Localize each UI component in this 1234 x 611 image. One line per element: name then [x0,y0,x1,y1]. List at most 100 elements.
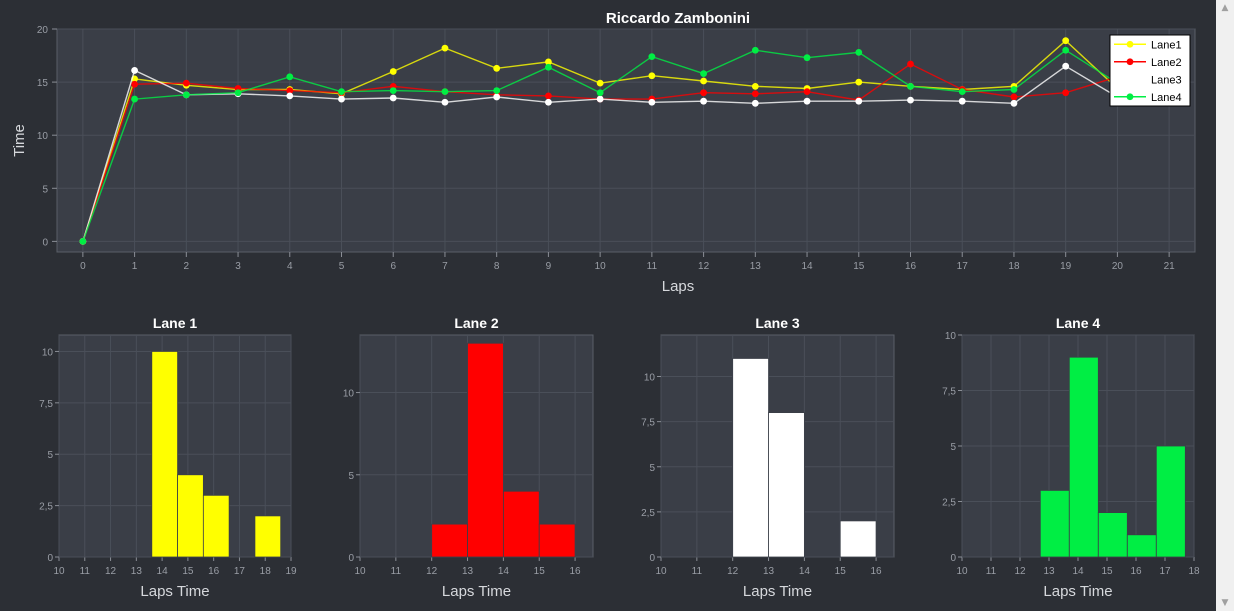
histogram-bar [177,474,204,558]
histogram-title: Lane 1 [153,315,198,331]
data-point-lane3 [907,96,914,104]
scroll-up-icon[interactable]: ▲ [1221,3,1229,13]
legend-swatch-marker [1126,75,1134,83]
histogram-y-tick-label: 0 [348,553,354,564]
histogram-x-tick-label: 14 [799,566,811,577]
histogram-bar [839,520,877,558]
data-point-lane2 [700,89,707,97]
line-x-tick-label: 12 [698,261,710,272]
histogram-x-tick-label: 12 [426,566,438,577]
data-point-lane4 [389,87,397,94]
histogram-x-tick-label: 12 [727,566,739,577]
scroll-down-icon[interactable]: ▼ [1221,598,1229,608]
histogram-lane-1: 10 11 12 13 14 15 16 17 18 19 0 2,5 5 7,5 10 Lane 1 Laps… [39,315,297,600]
data-point-lane3 [958,97,966,105]
data-point-lane3 [545,98,552,106]
data-point-lane2 [545,92,552,100]
histogram-title: Lane 2 [454,315,499,331]
histogram-x-tick-label: 19 [285,566,297,577]
data-point-lane4 [493,87,501,94]
histogram-x-tick-label: 17 [1159,566,1171,577]
data-point-lane3 [803,97,811,105]
line-x-tick-label: 8 [494,261,500,272]
histogram-bar [1039,489,1070,558]
histogram-x-tick-label: 11 [986,566,997,577]
data-point-lane4 [648,53,656,61]
data-point-lane1 [545,58,552,66]
data-point-lane2 [803,88,811,96]
histogram-x-tick-label: 15 [835,566,847,577]
histogram-x-axis-label: Laps Time [140,583,209,600]
data-point-lane1 [493,64,501,72]
legend-swatch-marker [1126,93,1134,101]
histogram-x-tick-label: 16 [871,566,883,577]
data-point-lane4 [907,82,914,90]
histogram-x-tick-label: 16 [1130,566,1142,577]
line-x-tick-label: 13 [750,261,762,272]
data-point-lane3 [441,98,449,106]
legend-label-lane4: Lane4 [1151,92,1182,104]
histogram-bar [431,523,468,558]
histogram-lane-2: 10 11 12 13 14 15 16 0 5 10 Lane 2 Laps Time [343,315,594,600]
data-point-lane4 [855,48,863,56]
histogram-x-tick-label: 13 [131,566,143,577]
histogram-bar [467,342,504,558]
data-point-lane3 [389,94,397,102]
histogram-bar [768,412,805,558]
histogram-x-tick-label: 15 [534,566,546,577]
data-point-lane1 [1062,37,1070,45]
histogram-y-tick-label: 7,5 [641,418,655,429]
histogram-y-tick-label: 10 [42,347,54,358]
histogram-bar [538,523,576,558]
histogram-y-tick-label: 2,5 [641,508,655,519]
legend-box [1109,34,1191,107]
data-point-lane4 [958,88,966,96]
legend-label-lane2: Lane2 [1151,57,1182,69]
vertical-scrollbar[interactable]: ▲ ▼ [1216,0,1234,611]
data-point-lane4 [338,88,345,96]
line-y-tick-label: 15 [37,78,49,89]
histogram-bar [202,494,230,558]
data-point-lane4 [596,89,604,97]
histogram-title: Lane 3 [755,315,800,331]
histogram-x-tick-label: 13 [763,566,775,577]
data-point-lane1 [751,82,759,90]
data-point-lane4 [700,70,707,77]
line-x-tick-label: 20 [1112,261,1124,272]
histogram-y-tick-label: 2,5 [39,502,53,513]
data-point-lane4 [182,91,190,99]
data-point-lane3 [855,97,863,105]
data-point-lane2 [1062,89,1070,97]
data-point-lane3 [131,67,138,74]
line-x-tick-label: 10 [595,261,607,272]
line-x-tick-label: 18 [1008,261,1020,272]
data-point-lane3 [751,99,759,107]
histogram-x-tick-label: 16 [570,566,582,577]
line-y-tick-label: 0 [42,237,48,248]
data-point-lane1 [389,68,397,75]
histogram-x-tick-label: 13 [462,566,474,577]
histogram-bar [502,490,540,558]
data-point-lane3 [338,95,345,103]
data-point-lane3 [1062,62,1070,70]
histogram-bar [1126,534,1157,558]
line-chart-title: Riccardo Zambonini [606,10,750,27]
data-point-lane4 [1010,86,1018,93]
histogram-x-tick-label: 15 [1101,566,1113,577]
histogram-title: Lane 4 [1056,315,1101,331]
histogram-y-tick-label: 10 [343,389,355,400]
line-y-axis-label: Time [11,124,28,157]
histogram-y-tick-label: 5 [348,471,354,482]
histogram-x-tick-label: 10 [655,566,667,577]
histogram-lane-3: 10 11 12 13 14 15 16 0 2,5 5 7,5 10 Lane 3 Laps Time [641,315,895,600]
histogram-y-tick-label: 0 [950,553,956,564]
histogram-x-tick-label: 17 [234,566,246,577]
histogram-x-tick-label: 12 [1014,566,1026,577]
histogram-x-tick-label: 11 [391,566,402,577]
data-point-lane1 [441,44,449,52]
line-x-axis-label: Laps [662,278,695,295]
data-point-lane2 [286,87,294,94]
line-x-tick-label: 2 [184,261,190,272]
line-x-tick-label: 9 [546,261,552,272]
